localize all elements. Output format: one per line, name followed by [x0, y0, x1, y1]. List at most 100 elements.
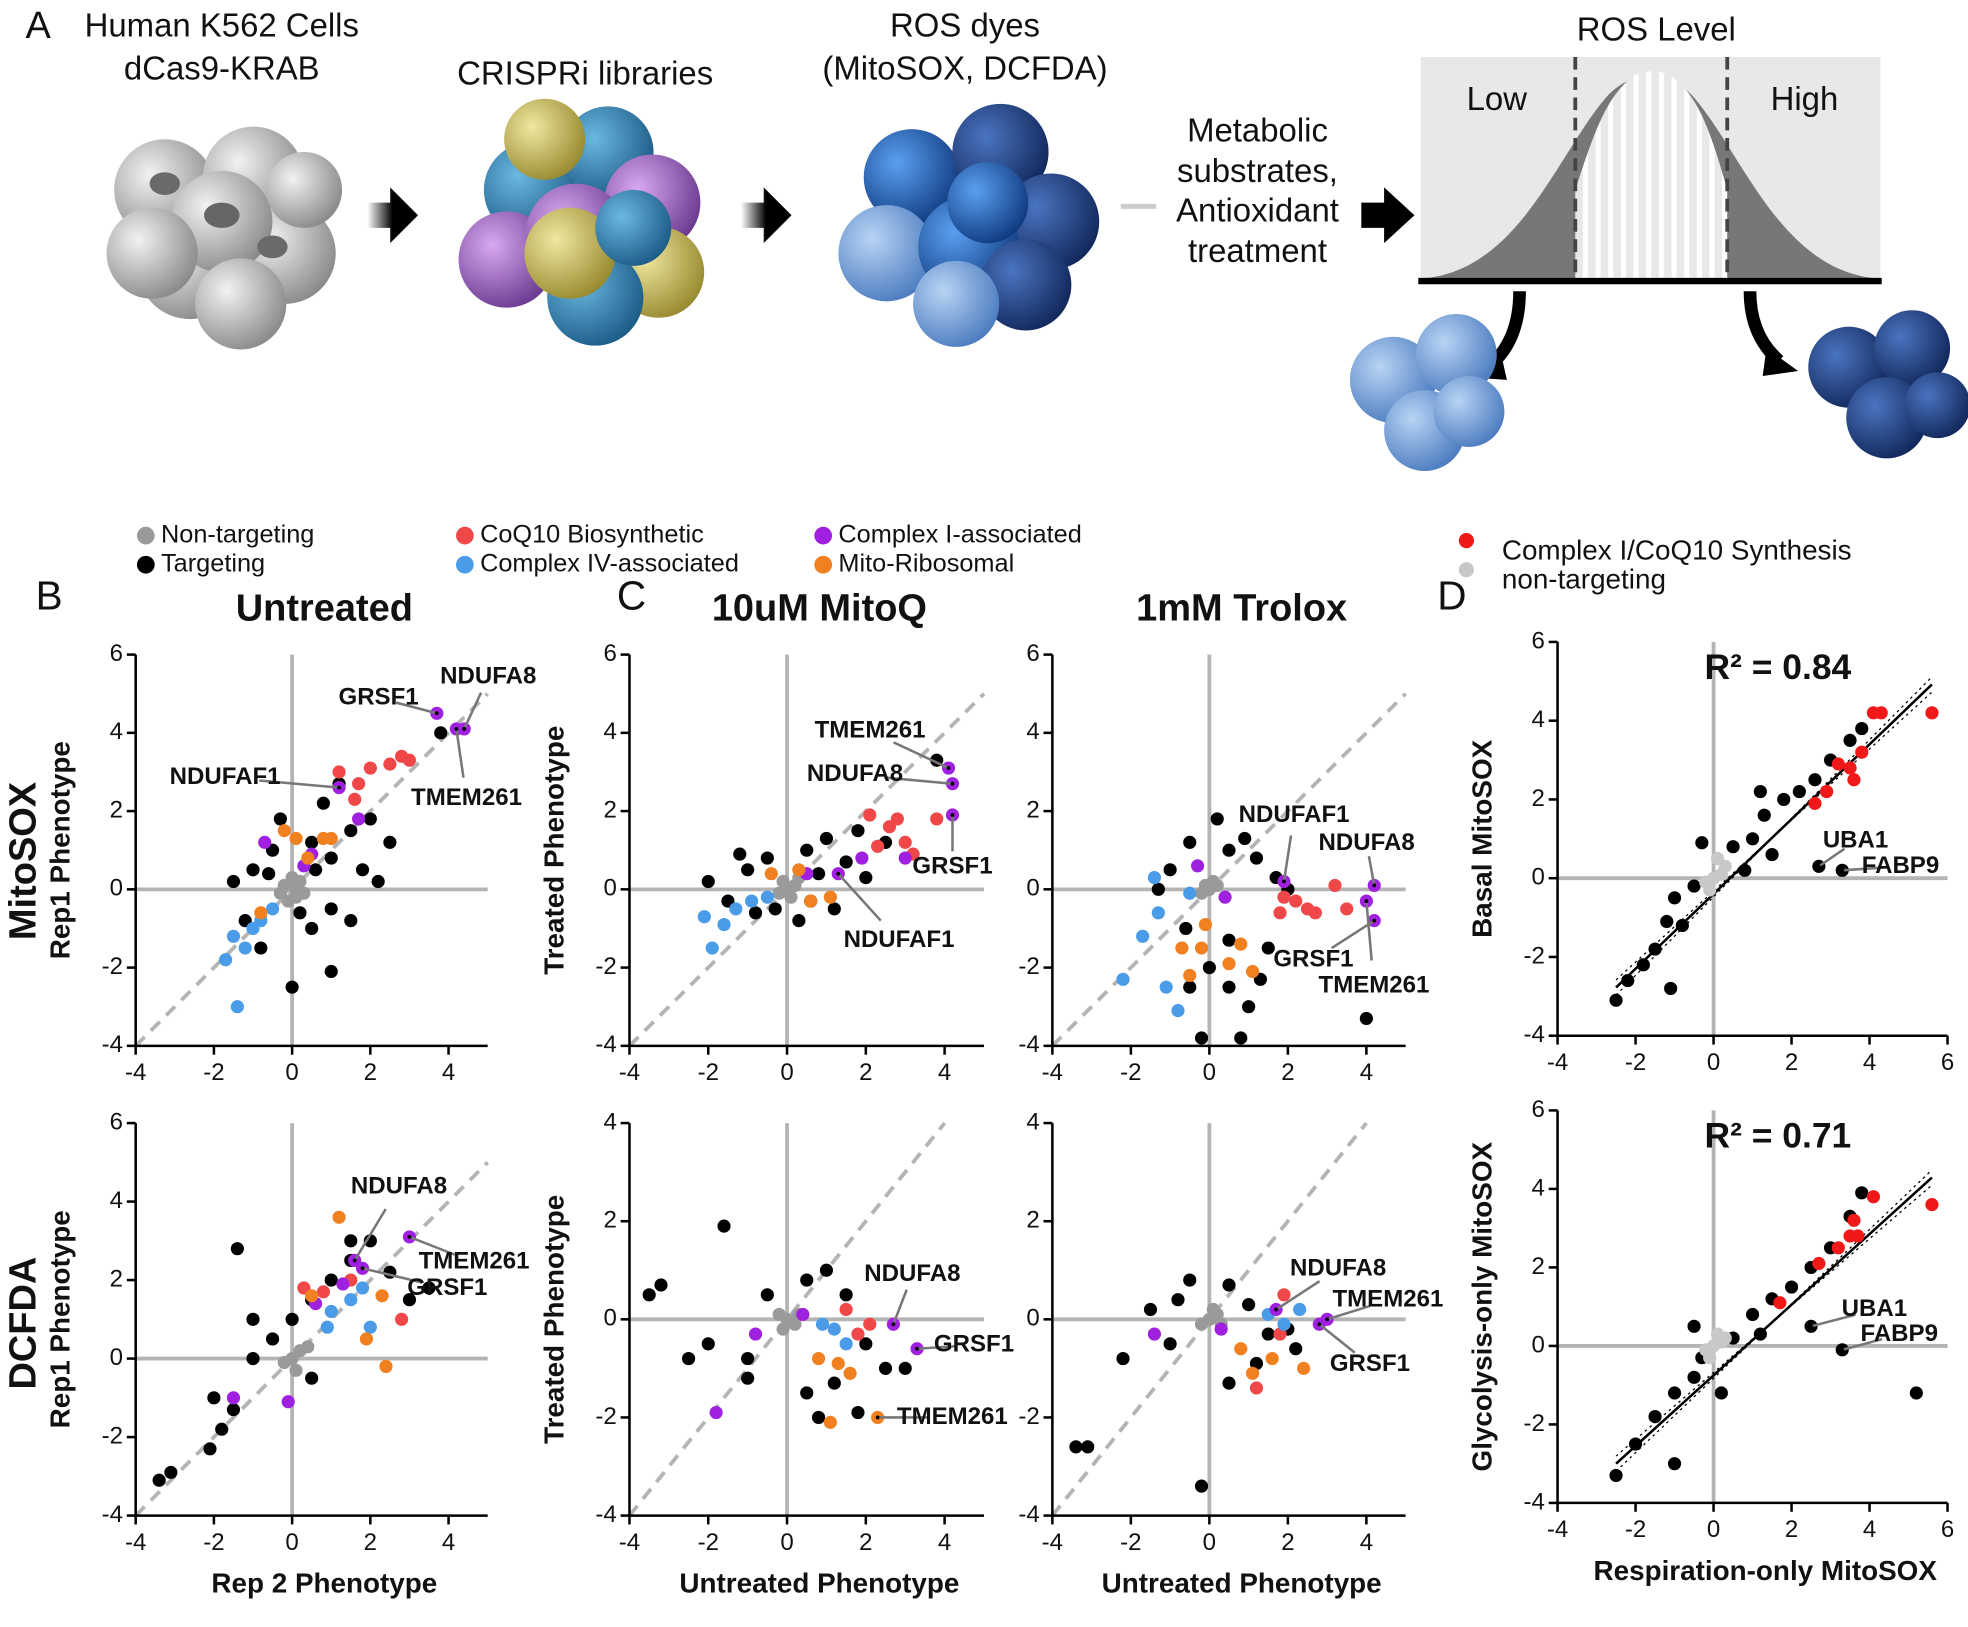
point — [804, 894, 818, 908]
y-tick-label: 4 — [110, 1187, 123, 1214]
annotation: FABP9 — [1862, 852, 1940, 879]
point — [336, 1277, 350, 1291]
x-tick-label: -2 — [1120, 1529, 1141, 1556]
cell-cluster-low — [1349, 314, 1505, 472]
point — [800, 1273, 814, 1287]
legend-marker — [814, 555, 833, 574]
schematic-label: treatment — [1188, 232, 1327, 269]
point — [246, 1351, 260, 1366]
y-tick-label: 0 — [110, 875, 123, 902]
point — [1238, 831, 1252, 846]
point — [164, 1465, 178, 1479]
point — [1765, 847, 1779, 862]
point — [1222, 980, 1236, 994]
point — [375, 1289, 389, 1303]
arrow — [1762, 348, 1799, 377]
point — [289, 1363, 303, 1377]
y-axis-title: Basal MitoSOX — [1466, 739, 1497, 937]
point — [890, 812, 904, 826]
point — [1808, 773, 1822, 787]
point — [1831, 1241, 1845, 1255]
x-tick-label: 2 — [859, 1529, 872, 1556]
point — [784, 890, 798, 904]
annotation: NDUFAF1 — [844, 926, 955, 953]
point — [1296, 1361, 1311, 1375]
identity-line — [1050, 1121, 1368, 1517]
point — [285, 1312, 299, 1326]
x-tick-label: -2 — [203, 1059, 224, 1086]
point — [379, 1359, 393, 1374]
annotation: GRSF1 — [912, 852, 992, 879]
y-axis-title: Rep1 Phenotype — [45, 741, 76, 959]
leader-line — [1275, 1280, 1321, 1311]
y-tick-label: 4 — [1026, 718, 1039, 745]
legend-label: Complex I-associated — [838, 520, 1081, 548]
point — [851, 1327, 865, 1341]
point — [898, 851, 912, 865]
y-tick-label: -4 — [1524, 1021, 1545, 1048]
schematic-label: Antioxidant — [1176, 191, 1339, 228]
point — [1820, 784, 1834, 799]
point — [1222, 843, 1236, 857]
annotation: GRSF1 — [934, 1330, 1014, 1357]
annotation-anchor — [1325, 1317, 1330, 1322]
point — [859, 871, 873, 885]
annotation-anchor — [1317, 1322, 1322, 1327]
y-tick-label: -2 — [1018, 953, 1039, 980]
y-tick-label: 6 — [1026, 640, 1039, 667]
point — [1116, 1351, 1130, 1366]
point — [1116, 972, 1130, 986]
point — [305, 1289, 319, 1303]
point — [324, 831, 338, 846]
annotation-anchor — [1840, 1347, 1845, 1352]
point — [823, 890, 837, 904]
chart-title: Untreated — [236, 587, 413, 629]
point — [226, 1403, 241, 1417]
x-tick-label: 4 — [1863, 1516, 1876, 1543]
point — [701, 874, 715, 889]
x-tick-label: 0 — [1203, 1059, 1216, 1086]
point — [246, 1312, 260, 1326]
leader-line — [892, 1289, 908, 1325]
point — [301, 1340, 315, 1354]
leader-line — [916, 1344, 958, 1351]
annotation-anchor — [1372, 883, 1377, 888]
point — [1159, 980, 1173, 994]
x-tick-label: -2 — [698, 1059, 719, 1086]
cell-cluster-stained — [838, 103, 1100, 347]
point — [1621, 973, 1635, 988]
point — [297, 886, 311, 900]
y-axis-title: Treated Phenotype — [538, 726, 569, 975]
x-tick-label: -4 — [1547, 1049, 1568, 1076]
y-axis-title: Treated Phenotype — [538, 1195, 569, 1444]
y-tick-label: 0 — [603, 875, 616, 902]
legend-label: Mito-Ribosomal — [838, 549, 1014, 577]
y-tick-label: -4 — [1018, 1031, 1039, 1058]
point — [1191, 859, 1205, 873]
point — [226, 1391, 241, 1405]
annotation: GRSF1 — [1330, 1350, 1410, 1377]
y-tick-label: 0 — [1026, 875, 1039, 902]
leader-line — [408, 1235, 456, 1256]
point — [265, 902, 280, 916]
point — [1222, 1278, 1236, 1292]
point — [1925, 706, 1939, 720]
leader-line — [837, 872, 882, 922]
r-squared: R² = 0.84 — [1704, 647, 1851, 687]
point — [1812, 1256, 1826, 1271]
point — [1784, 1280, 1799, 1294]
annotation-anchor — [1816, 864, 1821, 869]
annotation: TMEM261 — [411, 784, 522, 811]
leader-line — [455, 728, 465, 778]
point — [1265, 1351, 1279, 1366]
point — [1249, 851, 1264, 865]
point — [776, 1322, 790, 1336]
point — [293, 906, 307, 920]
y-tick-label: 4 — [603, 718, 616, 745]
point — [930, 812, 944, 826]
identity-line — [1051, 692, 1407, 1048]
point — [1273, 906, 1287, 920]
chart-title: 1mM Trolox — [1136, 587, 1347, 629]
y-tick-label: 2 — [603, 796, 616, 823]
x-tick-label: 0 — [1203, 1529, 1216, 1556]
